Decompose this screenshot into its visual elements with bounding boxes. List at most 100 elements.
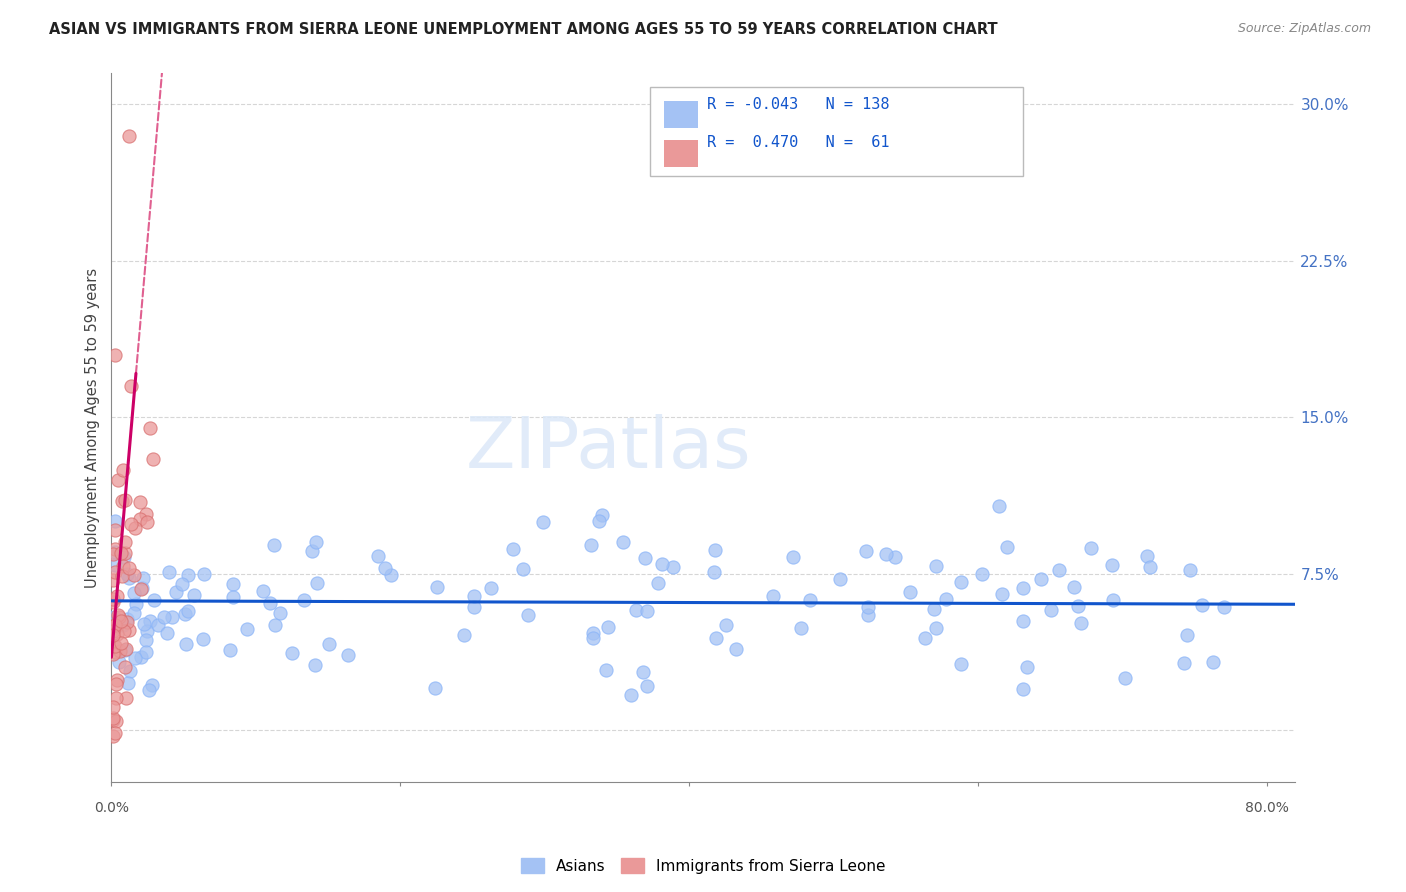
Point <box>108 644 131 658</box>
Point <box>103 610 125 624</box>
Point <box>138 683 160 698</box>
Point <box>135 624 157 638</box>
Point <box>898 585 921 599</box>
Point <box>1102 593 1125 607</box>
Point <box>1063 580 1085 594</box>
Point <box>463 589 485 603</box>
Point <box>1011 681 1033 696</box>
Point <box>1175 628 1198 642</box>
Point <box>636 679 658 693</box>
Point <box>259 596 281 610</box>
Point <box>875 547 897 561</box>
Point <box>1017 660 1039 674</box>
Point <box>235 622 257 636</box>
Point <box>221 590 243 604</box>
Point <box>101 729 124 743</box>
Point <box>1012 581 1035 595</box>
Point <box>143 593 166 607</box>
Point <box>174 607 197 621</box>
Y-axis label: Unemployment Among Ages 55 to 59 years: Unemployment Among Ages 55 to 59 years <box>86 268 100 588</box>
Text: ASIAN VS IMMIGRANTS FROM SIERRA LEONE UNEMPLOYMENT AMONG AGES 55 TO 59 YEARS COR: ASIAN VS IMMIGRANTS FROM SIERRA LEONE UN… <box>49 22 998 37</box>
Point <box>222 577 245 591</box>
Point <box>423 681 446 695</box>
Point <box>799 592 821 607</box>
Point <box>856 608 879 623</box>
Point <box>104 514 127 528</box>
Point <box>706 632 728 646</box>
Point <box>177 604 200 618</box>
Point <box>517 607 540 622</box>
Point <box>101 624 124 638</box>
Point <box>1114 671 1136 685</box>
Point <box>101 713 124 727</box>
Point <box>374 561 396 575</box>
Point <box>762 590 785 604</box>
Point <box>922 601 945 615</box>
Point <box>170 576 193 591</box>
Point <box>174 637 197 651</box>
Point <box>110 635 132 649</box>
Point <box>479 582 502 596</box>
Point <box>111 493 134 508</box>
Point <box>146 617 169 632</box>
Point <box>101 619 124 633</box>
Point <box>114 493 136 508</box>
Point <box>1173 656 1195 670</box>
Point <box>582 625 605 640</box>
Text: 80.0%: 80.0% <box>1244 801 1288 815</box>
Point <box>129 512 152 526</box>
Point <box>117 561 139 575</box>
Point <box>914 631 936 645</box>
Point <box>1101 558 1123 572</box>
Point <box>703 565 725 579</box>
Point <box>631 665 654 680</box>
Point <box>637 604 659 618</box>
Text: R =  0.470   N =  61: R = 0.470 N = 61 <box>707 135 890 150</box>
Point <box>114 660 136 674</box>
Point <box>264 617 287 632</box>
Point <box>104 726 127 740</box>
Point <box>132 571 155 585</box>
Point <box>1139 560 1161 574</box>
Point <box>108 609 131 624</box>
Point <box>949 574 972 589</box>
Point <box>157 565 180 579</box>
Point <box>111 618 134 632</box>
Point <box>111 569 134 583</box>
Point <box>103 639 125 653</box>
Point <box>453 628 475 642</box>
Point <box>105 590 128 604</box>
Text: 0.0%: 0.0% <box>94 801 129 815</box>
FancyBboxPatch shape <box>665 140 697 168</box>
Point <box>337 648 360 662</box>
Point <box>987 499 1010 513</box>
Point <box>110 546 132 560</box>
Point <box>112 624 135 638</box>
Point <box>790 621 813 635</box>
Point <box>129 495 152 509</box>
Point <box>463 599 485 614</box>
Point <box>114 643 136 657</box>
Point <box>101 547 124 561</box>
Point <box>131 582 153 597</box>
Point <box>884 550 907 565</box>
Point <box>177 567 200 582</box>
Point <box>588 514 610 528</box>
Point <box>305 575 328 590</box>
Point <box>114 641 136 656</box>
Point <box>139 420 162 434</box>
Point <box>115 690 138 705</box>
Point <box>502 541 524 556</box>
Point <box>124 521 146 535</box>
Point <box>124 607 146 621</box>
Point <box>950 657 973 671</box>
Point <box>218 643 240 657</box>
Point <box>101 573 124 587</box>
Point <box>304 658 326 673</box>
Point <box>714 618 737 632</box>
Point <box>101 700 124 714</box>
Point <box>122 585 145 599</box>
Point <box>101 594 124 608</box>
Point <box>120 517 142 532</box>
Point <box>135 632 157 647</box>
